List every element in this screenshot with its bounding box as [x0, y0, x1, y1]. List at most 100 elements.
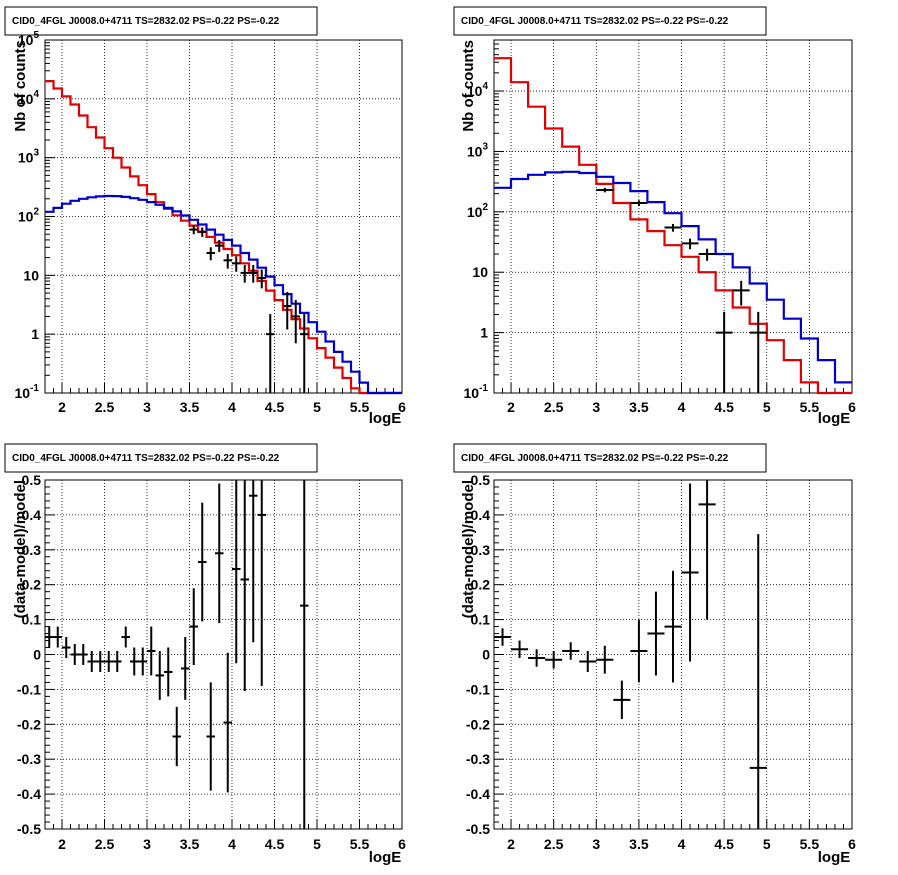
x-axis-label: logE — [818, 849, 851, 866]
x-tick-label: 4 — [678, 836, 686, 852]
data-point — [164, 647, 173, 697]
x-axis-label: logE — [369, 410, 402, 427]
data-point — [155, 651, 164, 700]
y-tick-label: 0.3 — [471, 542, 491, 558]
title-box — [453, 6, 767, 36]
data-point — [223, 254, 232, 269]
data-point — [715, 311, 733, 393]
data-point — [562, 642, 580, 660]
y-tick-label: 10 — [472, 264, 488, 280]
x-tick-label: 2.5 — [544, 399, 564, 415]
x-tick-label: 5 — [763, 836, 771, 852]
chart-title: CID0_4FGL J0008.0+4711 TS=2832.02 PS=-0.… — [12, 453, 280, 464]
data-point — [113, 651, 122, 672]
x-tick-label: 4.5 — [714, 836, 734, 852]
plot-frame — [493, 39, 853, 394]
y-tick-label: 0.5 — [22, 472, 42, 488]
y-tick-label: 105 — [18, 30, 40, 48]
data-point — [215, 483, 224, 624]
data-point — [596, 645, 614, 674]
data-point — [240, 480, 249, 692]
x-tick-label: 3.5 — [629, 836, 649, 852]
title-box — [4, 443, 318, 473]
x-tick-label: 5.5 — [350, 399, 370, 415]
chart-panel-1: CID0_4FGL J0008.0+4711 TS=2832.02 PS=-0.… — [4, 6, 406, 427]
x-tick-label: 2.5 — [95, 836, 115, 852]
data-point — [698, 480, 716, 620]
y-tick-label: -0.5 — [17, 821, 41, 837]
data-point — [232, 480, 241, 664]
model-total-step-line — [45, 80, 402, 395]
x-tick-label: 5.5 — [800, 399, 820, 415]
data-point — [579, 651, 597, 672]
data-point — [257, 269, 266, 289]
x-tick-label: 5.5 — [350, 836, 370, 852]
y-tick-label: -0.1 — [17, 681, 41, 697]
x-tick-label: 2.5 — [544, 836, 564, 852]
y-axis-label: Nb of counts — [460, 40, 477, 132]
y-tick-label: 0.1 — [22, 612, 42, 628]
y-tick-label: 0.3 — [22, 542, 42, 558]
data-point — [681, 483, 699, 662]
x-tick-label: 3.5 — [180, 399, 200, 415]
y-axis-label: Nb of counts — [12, 40, 29, 132]
title-box — [453, 443, 767, 473]
chart-panel-4: CID0_4FGL J0008.0+4711 TS=2832.02 PS=-0.… — [453, 443, 856, 866]
x-tick-label: 6 — [848, 836, 856, 852]
data-point — [613, 680, 631, 720]
y-tick-label: 0.4 — [22, 507, 42, 523]
data-point — [249, 264, 258, 283]
y-tick-label: 0.2 — [471, 577, 491, 593]
x-tick-label: 3 — [592, 836, 600, 852]
data-point — [138, 647, 147, 676]
model-component-step-line — [494, 170, 852, 384]
data-point — [96, 651, 105, 672]
x-tick-label: 3 — [592, 399, 600, 415]
data-point — [240, 264, 249, 283]
x-tick-label: 6 — [398, 399, 406, 415]
x-tick-label: 3.5 — [629, 399, 649, 415]
y-tick-label: -0.2 — [17, 716, 41, 732]
chart-title: CID0_4FGL J0008.0+4711 TS=2832.02 PS=-0.… — [461, 16, 729, 27]
data-point — [198, 227, 207, 237]
x-tick-label: 4.5 — [265, 836, 285, 852]
y-tick-label: 103 — [18, 148, 40, 166]
data-point — [681, 238, 699, 250]
data-point — [698, 248, 716, 261]
y-tick-label: 103 — [467, 141, 489, 159]
data-point — [206, 682, 215, 791]
data-point — [87, 651, 96, 672]
y-tick-label: -0.5 — [466, 821, 490, 837]
data-point — [664, 570, 682, 683]
y-tick-label: -0.3 — [17, 751, 41, 767]
y-tick-label: -0.3 — [466, 751, 490, 767]
y-tick-label: -0.4 — [466, 786, 490, 802]
x-tick-label: 6 — [848, 399, 856, 415]
y-tick-label: 0.4 — [471, 507, 491, 523]
data-point — [511, 640, 529, 658]
data-point — [198, 502, 207, 622]
chart-title: CID0_4FGL J0008.0+4711 TS=2832.02 PS=-0.… — [12, 16, 280, 27]
x-axis-label: logE — [369, 849, 402, 866]
data-point — [664, 223, 682, 232]
y-tick-label: 0.2 — [22, 577, 42, 593]
data-point — [494, 628, 512, 646]
y-tick-label: 102 — [18, 207, 40, 225]
data-point — [79, 644, 88, 665]
data-point — [206, 247, 215, 261]
data-point — [189, 225, 198, 235]
data-point — [45, 626, 54, 648]
chart-panel-2: CID0_4FGL J0008.0+4711 TS=2832.02 PS=-0.… — [453, 6, 856, 427]
x-tick-label: 6 — [398, 836, 406, 852]
data-point — [300, 480, 309, 829]
data-point — [647, 591, 665, 676]
data-point — [147, 626, 156, 676]
y-tick-label: -0.1 — [466, 681, 490, 697]
data-point — [232, 256, 241, 272]
y-tick-label: 0 — [33, 647, 41, 663]
y-tick-label: 1 — [480, 325, 488, 341]
data-point — [291, 300, 300, 344]
x-tick-label: 3 — [143, 836, 151, 852]
y-tick-label: 10 — [23, 267, 39, 283]
